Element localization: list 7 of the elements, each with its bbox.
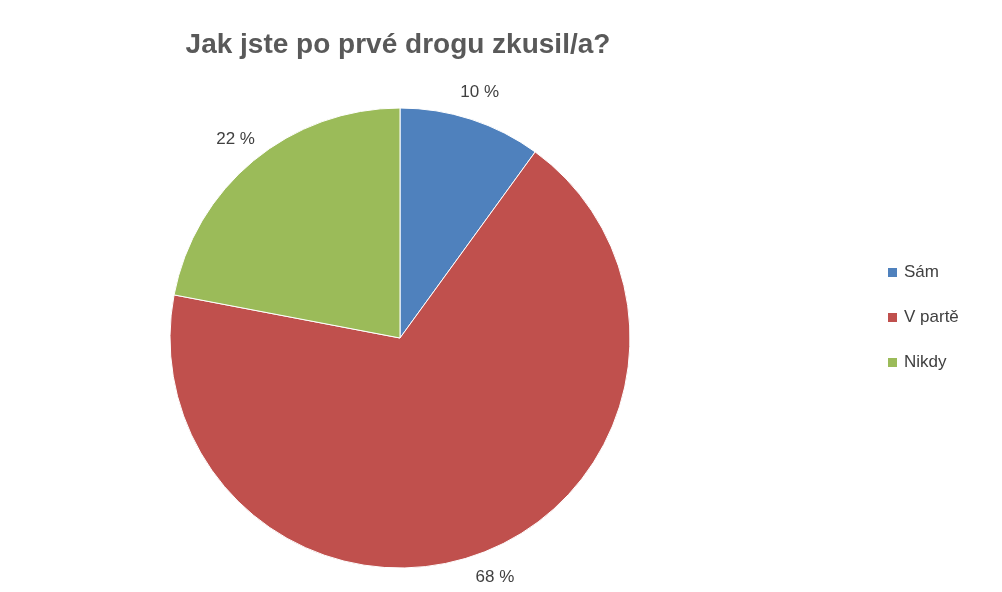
data-label: 10 % bbox=[460, 82, 500, 102]
data-label: 68 % bbox=[475, 567, 515, 587]
legend-label: Nikdy bbox=[904, 352, 948, 372]
legend-label: Sám bbox=[904, 262, 939, 282]
chart-title: Jak jste po prvé drogu zkusil/a? bbox=[185, 28, 611, 59]
data-label: 22 % bbox=[216, 128, 255, 148]
legend-label: V partě bbox=[904, 307, 959, 327]
